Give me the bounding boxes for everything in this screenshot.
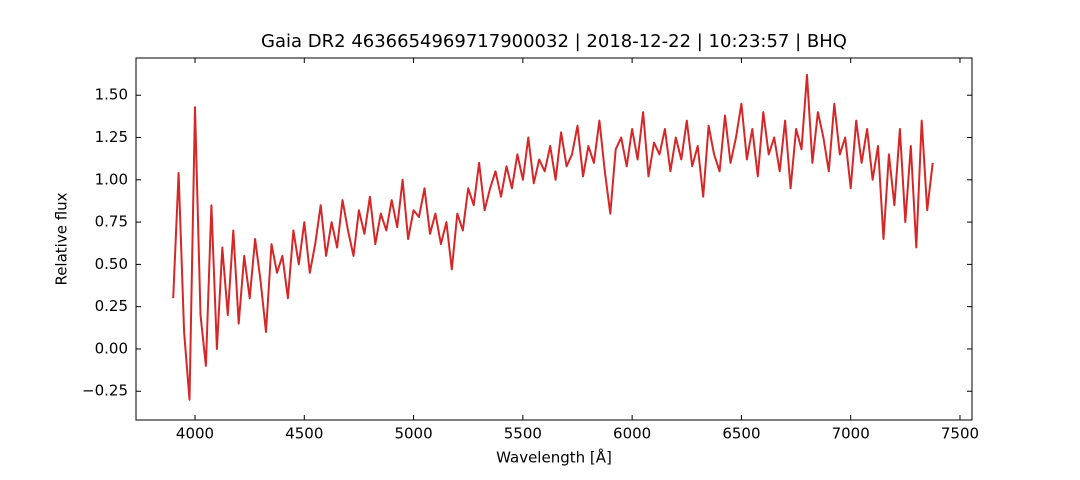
x-tick-label: 7000 [832, 425, 870, 443]
y-tick-label: −0.25 [82, 382, 128, 400]
y-tick-label: 1.25 [95, 128, 128, 146]
y-tick-label: 1.00 [95, 170, 128, 188]
y-tick-label: 0.50 [95, 255, 128, 273]
spectrum-line [172, 73, 934, 401]
y-tick-label: 0.00 [95, 339, 128, 357]
x-tick-label: 4500 [285, 425, 323, 443]
x-axis-label: Wavelength [Å] [496, 448, 612, 467]
x-tick-label: 5500 [504, 425, 542, 443]
x-tick-label: 5000 [394, 425, 432, 443]
plot-frame [135, 57, 973, 421]
y-axis-label: Relative flux [53, 192, 71, 285]
chart-title: Gaia DR2 4636654969717900032 | 2018-12-2… [261, 31, 847, 52]
y-tick-label: 0.25 [95, 297, 128, 315]
x-tick-label: 4000 [176, 425, 214, 443]
x-tick-label: 7500 [941, 425, 979, 443]
x-tick-label: 6000 [613, 425, 651, 443]
y-tick-label: 1.50 [95, 86, 128, 104]
x-tick-label: 6500 [722, 425, 760, 443]
y-tick-label: 0.75 [95, 213, 128, 231]
